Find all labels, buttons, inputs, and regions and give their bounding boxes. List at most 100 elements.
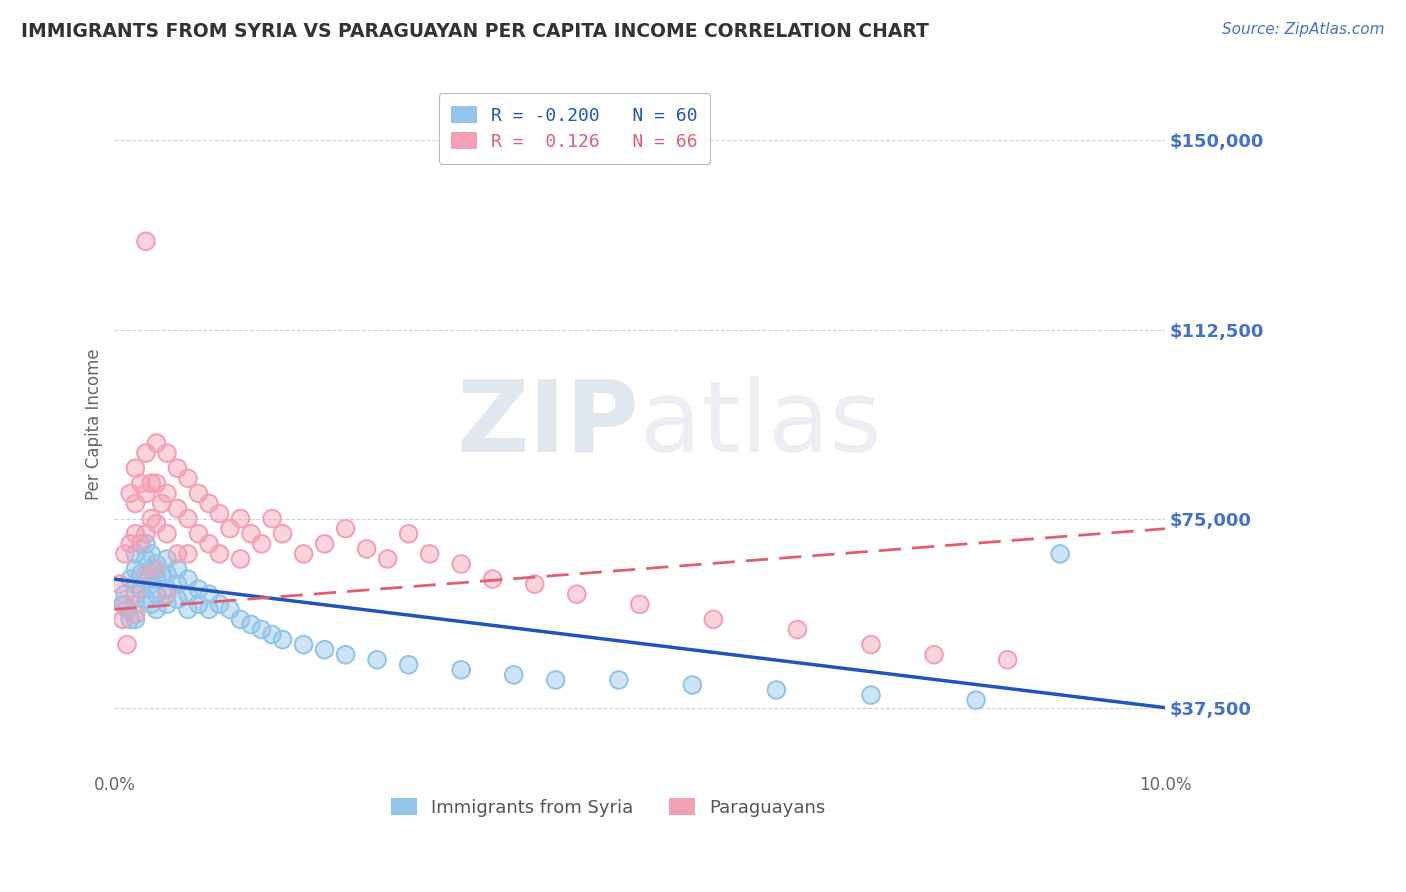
- Point: [198, 602, 221, 616]
- Point: [129, 582, 152, 597]
- Point: [141, 547, 163, 561]
- Point: [166, 461, 188, 475]
- Point: [177, 602, 200, 616]
- Point: [135, 446, 157, 460]
- Y-axis label: Per Capita Income: Per Capita Income: [86, 348, 103, 500]
- Point: [229, 612, 252, 626]
- Point: [111, 612, 134, 626]
- Point: [111, 612, 134, 626]
- Point: [129, 476, 152, 491]
- Point: [129, 567, 152, 582]
- Point: [145, 562, 167, 576]
- Point: [177, 511, 200, 525]
- Point: [177, 547, 200, 561]
- Point: [156, 582, 179, 597]
- Point: [219, 602, 242, 616]
- Point: [177, 602, 200, 616]
- Point: [965, 693, 987, 707]
- Point: [115, 638, 138, 652]
- Point: [156, 582, 179, 597]
- Point: [786, 623, 808, 637]
- Point: [141, 577, 163, 591]
- Point: [628, 597, 651, 611]
- Point: [108, 577, 131, 591]
- Point: [229, 511, 252, 525]
- Point: [141, 547, 163, 561]
- Point: [292, 638, 315, 652]
- Point: [335, 522, 357, 536]
- Point: [111, 597, 134, 611]
- Point: [997, 653, 1019, 667]
- Point: [156, 587, 179, 601]
- Point: [114, 547, 136, 561]
- Point: [124, 496, 146, 510]
- Point: [108, 577, 131, 591]
- Point: [240, 526, 263, 541]
- Point: [922, 648, 945, 662]
- Point: [229, 511, 252, 525]
- Point: [292, 638, 315, 652]
- Point: [124, 461, 146, 475]
- Point: [166, 592, 188, 607]
- Point: [156, 567, 179, 582]
- Point: [156, 526, 179, 541]
- Point: [135, 235, 157, 249]
- Point: [145, 572, 167, 586]
- Point: [1049, 547, 1071, 561]
- Point: [141, 597, 163, 611]
- Point: [135, 235, 157, 249]
- Point: [145, 516, 167, 531]
- Point: [335, 648, 357, 662]
- Point: [292, 547, 315, 561]
- Point: [114, 597, 136, 611]
- Point: [124, 607, 146, 622]
- Point: [145, 436, 167, 450]
- Point: [141, 597, 163, 611]
- Point: [177, 471, 200, 485]
- Point: [450, 663, 472, 677]
- Point: [229, 612, 252, 626]
- Point: [271, 632, 294, 647]
- Point: [314, 642, 336, 657]
- Point: [607, 673, 630, 687]
- Point: [398, 526, 420, 541]
- Point: [166, 562, 188, 576]
- Point: [156, 486, 179, 500]
- Point: [292, 547, 315, 561]
- Point: [198, 496, 221, 510]
- Point: [187, 582, 209, 597]
- Point: [124, 461, 146, 475]
- Point: [111, 597, 134, 611]
- Point: [198, 587, 221, 601]
- Point: [156, 446, 179, 460]
- Point: [120, 537, 142, 551]
- Point: [1049, 547, 1071, 561]
- Point: [145, 557, 167, 571]
- Point: [145, 516, 167, 531]
- Point: [219, 522, 242, 536]
- Point: [260, 511, 283, 525]
- Point: [156, 446, 179, 460]
- Point: [250, 537, 273, 551]
- Point: [124, 577, 146, 591]
- Point: [166, 592, 188, 607]
- Point: [135, 537, 157, 551]
- Point: [124, 587, 146, 601]
- Point: [765, 683, 787, 698]
- Point: [156, 552, 179, 566]
- Point: [120, 612, 142, 626]
- Point: [124, 526, 146, 541]
- Point: [377, 552, 399, 566]
- Point: [120, 612, 142, 626]
- Point: [141, 562, 163, 576]
- Point: [135, 526, 157, 541]
- Point: [965, 693, 987, 707]
- Point: [156, 587, 179, 601]
- Point: [628, 597, 651, 611]
- Point: [187, 526, 209, 541]
- Point: [187, 526, 209, 541]
- Point: [156, 552, 179, 566]
- Point: [135, 486, 157, 500]
- Point: [150, 496, 173, 510]
- Point: [124, 562, 146, 576]
